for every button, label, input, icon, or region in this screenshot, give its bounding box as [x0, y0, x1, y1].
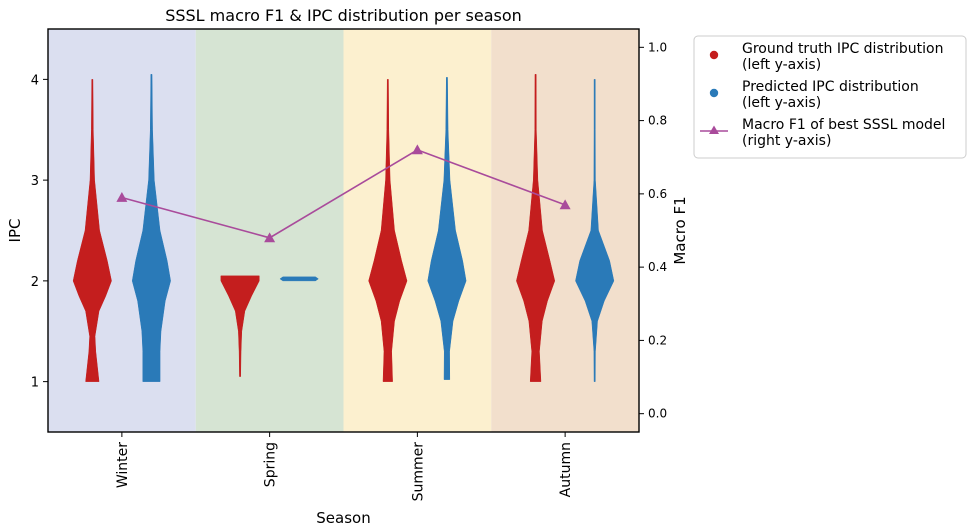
y2-tick-label: 0.6	[648, 187, 667, 201]
x-axis-title: Season	[316, 509, 370, 527]
violin-predicted-spring	[279, 276, 319, 282]
x-tick-label-autumn: Autumn	[558, 442, 574, 497]
legend-marker-triangle	[709, 125, 719, 134]
violin-predicted-winter	[131, 74, 171, 382]
macro-f1-line	[121, 149, 566, 239]
x-tick-label-spring: Spring	[263, 442, 279, 487]
legend-label: Macro F1 of best SSSL model (right y-axis…	[742, 117, 945, 149]
violin-ground-truth-spring	[220, 275, 260, 377]
y-tick-label: 4	[31, 73, 39, 88]
x-tick-label-winter: Winter	[115, 442, 131, 488]
y-tick-label: 3	[31, 174, 39, 189]
y-axis-title: IPC	[6, 219, 24, 243]
violin-ground-truth-winter	[72, 79, 112, 382]
legend-label: Ground truth IPC distribution (left y-axi…	[742, 41, 943, 73]
violin-ground-truth-autumn	[516, 74, 556, 382]
chart-title: SSSL macro F1 & IPC distribution per sea…	[165, 6, 522, 25]
y2-tick-label: 0.2	[648, 333, 667, 347]
macro-f1-point-summer	[411, 144, 423, 155]
macro-f1-point-winter	[116, 192, 128, 202]
y2-tick-label: 0.8	[648, 114, 667, 128]
y2-tick-label: 0.0	[648, 407, 667, 421]
season-band-summer	[343, 29, 492, 432]
violin-predicted-autumn	[575, 79, 615, 382]
y2-tick-label: 1.0	[648, 40, 667, 54]
y2-tick-label: 0.4	[648, 260, 667, 274]
y2-axis-title: Macro F1	[671, 196, 689, 264]
season-band-winter	[48, 29, 196, 432]
legend-marker-dot	[709, 50, 719, 60]
season-band-autumn	[491, 29, 639, 432]
macro-f1-point-autumn	[559, 199, 571, 210]
violin-predicted-summer	[427, 77, 467, 380]
macro-f1-point-spring	[264, 232, 276, 243]
plot-frame	[47, 28, 640, 433]
legend-box	[693, 35, 967, 159]
violin-ground-truth-summer	[368, 79, 408, 382]
x-tick-label-summer: Summer	[410, 442, 426, 502]
legend-marker-dot	[709, 88, 719, 98]
legend-label: Predicted IPC distribution (left y-axis)	[742, 79, 919, 111]
y-tick-label: 2	[31, 275, 39, 290]
y-tick-label: 1	[31, 376, 39, 391]
season-band-spring	[195, 29, 344, 432]
legend: Ground truth IPC distribution (left y-axi…	[693, 35, 967, 159]
